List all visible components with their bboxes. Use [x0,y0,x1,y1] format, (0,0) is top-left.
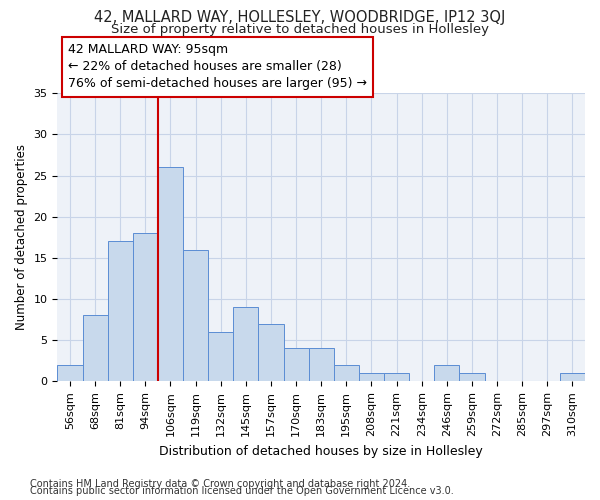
Text: Size of property relative to detached houses in Hollesley: Size of property relative to detached ho… [111,22,489,36]
Bar [107,242,133,382]
Text: 42, MALLARD WAY, HOLLESLEY, WOODBRIDGE, IP12 3QJ: 42, MALLARD WAY, HOLLESLEY, WOODBRIDGE, … [94,10,506,25]
Bar [384,373,409,382]
Bar [359,373,384,382]
Bar [560,373,585,382]
Bar [259,324,284,382]
Bar [460,373,485,382]
Bar [83,316,107,382]
Bar [133,233,158,382]
Text: Contains public sector information licensed under the Open Government Licence v3: Contains public sector information licen… [30,486,454,496]
Bar [308,348,334,382]
Bar [183,250,208,382]
Text: Contains HM Land Registry data © Crown copyright and database right 2024.: Contains HM Land Registry data © Crown c… [30,479,410,489]
Bar [334,365,359,382]
Bar [58,365,83,382]
X-axis label: Distribution of detached houses by size in Hollesley: Distribution of detached houses by size … [160,444,483,458]
Text: 42 MALLARD WAY: 95sqm
← 22% of detached houses are smaller (28)
76% of semi-deta: 42 MALLARD WAY: 95sqm ← 22% of detached … [68,44,367,90]
Bar [158,168,183,382]
Bar [434,365,460,382]
Bar [233,308,259,382]
Y-axis label: Number of detached properties: Number of detached properties [15,144,28,330]
Bar [208,332,233,382]
Bar [284,348,308,382]
